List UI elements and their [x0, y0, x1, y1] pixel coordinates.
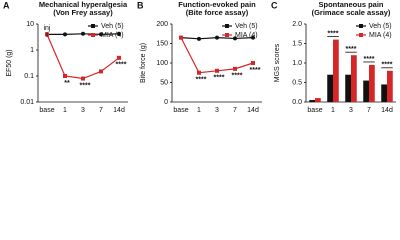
x-tick-label: 1	[63, 107, 67, 114]
legend-swatch	[225, 33, 229, 37]
point	[117, 31, 121, 36]
significance: ****	[250, 67, 261, 74]
significance: ****	[328, 30, 339, 37]
point	[215, 68, 219, 73]
significance: ****	[346, 46, 357, 53]
bar	[309, 100, 315, 102]
bar	[315, 98, 321, 102]
significance: ****	[382, 62, 393, 69]
figure: A Mechanical hyperalgesia(Von Frey assay)…	[3, 0, 396, 114]
y-tick-label: 0.01	[20, 99, 34, 106]
x-tick-label: 14d	[113, 107, 125, 114]
series-line	[180, 37, 254, 74]
y-tick-label: 1	[30, 47, 34, 54]
chart-subtitle: (Grimace scale assay)	[312, 8, 391, 17]
y-tick-label: 0.5	[292, 79, 302, 86]
point	[197, 70, 201, 75]
point	[233, 66, 237, 71]
bar	[327, 74, 333, 102]
point	[233, 36, 237, 41]
significance: ****	[80, 82, 91, 89]
injection-label: inj	[43, 25, 50, 32]
y-tick-label: 10	[26, 21, 34, 28]
bar	[369, 64, 375, 102]
y-axis-label: MGS scores	[274, 43, 281, 82]
y-tick-label: 0.1	[24, 73, 34, 80]
chart-title: Function-evoked pain	[178, 0, 256, 9]
legend-swatch	[359, 24, 363, 28]
x-tick-label: 3	[81, 107, 85, 114]
significance: ****	[196, 77, 207, 84]
series-line	[46, 34, 120, 80]
y-tick-label: 50	[160, 79, 168, 86]
y-tick-label: 150	[156, 40, 168, 47]
legend-label: MIA (4)	[101, 32, 124, 39]
y-tick-label: 1.5	[292, 40, 302, 47]
y-tick-label: 1.0	[292, 60, 302, 67]
y-tick-label: 200	[156, 21, 168, 28]
point	[197, 36, 201, 41]
point	[81, 31, 85, 36]
panel-letter: A	[3, 0, 10, 10]
legend-label: Veh (5)	[101, 23, 124, 30]
point	[99, 69, 103, 74]
significance: ****	[232, 73, 243, 80]
x-tick-label: 1	[331, 107, 335, 114]
panel: B Function-evoked pain(Bite force assay) B…	[137, 0, 262, 114]
bar	[333, 39, 339, 102]
y-tick-label: 100	[156, 60, 168, 67]
chart-title: Spontaneous pain	[318, 0, 383, 9]
x-tick-label: base	[307, 107, 322, 114]
legend-label: MIA (4)	[369, 32, 392, 39]
panel: A Mechanical hyperalgesia(Von Frey assay)…	[3, 0, 128, 114]
x-tick-label: 7	[367, 107, 371, 114]
y-axis-label: Bite force (g)	[140, 43, 147, 83]
x-tick-label: 1	[197, 107, 201, 114]
bar	[381, 84, 387, 102]
y-tick-label: 2.0	[292, 21, 302, 28]
legend-swatch	[359, 33, 363, 37]
point	[251, 35, 255, 40]
point	[251, 61, 255, 65]
point	[63, 74, 67, 78]
legend-swatch	[225, 24, 229, 28]
legend-label: Veh (5)	[235, 23, 258, 30]
panel-letter: B	[137, 0, 144, 10]
panel-letter: C	[271, 0, 278, 10]
x-tick-label: base	[39, 107, 54, 114]
y-tick-label: 0	[164, 99, 168, 106]
point	[99, 32, 103, 37]
bar	[363, 80, 369, 102]
point	[81, 76, 85, 81]
bar	[345, 74, 351, 102]
y-axis-label: EF50 (g)	[6, 49, 13, 76]
x-tick-label: 14d	[247, 107, 259, 114]
bar	[387, 70, 393, 102]
significance: ****	[116, 62, 127, 69]
chart-subtitle: (Von Frey assay)	[53, 8, 113, 17]
legend-label: MIA (4)	[235, 32, 258, 39]
x-tick-label: 7	[233, 107, 237, 114]
x-tick-label: 7	[99, 107, 103, 114]
x-tick-label: 14d	[381, 107, 393, 114]
point	[179, 35, 183, 40]
legend-swatch	[91, 24, 95, 28]
chart-title: Mechanical hyperalgesia	[39, 0, 128, 9]
x-tick-label: 3	[215, 107, 219, 114]
significance: ****	[214, 75, 225, 82]
bar	[351, 55, 357, 102]
significance: **	[64, 80, 70, 87]
y-tick-label: 0.0	[292, 99, 302, 106]
panel: C Spontaneous pain(Grimace scale assay) MG…	[271, 0, 396, 114]
legend-swatch	[91, 33, 95, 37]
point	[117, 55, 121, 60]
significance: ****	[364, 56, 375, 63]
x-tick-label: 3	[349, 107, 353, 114]
legend-label: Veh (5)	[369, 23, 392, 30]
x-tick-label: base	[173, 107, 188, 114]
point	[63, 32, 67, 37]
point	[215, 35, 219, 40]
chart-subtitle: (Bite force assay)	[186, 8, 249, 17]
